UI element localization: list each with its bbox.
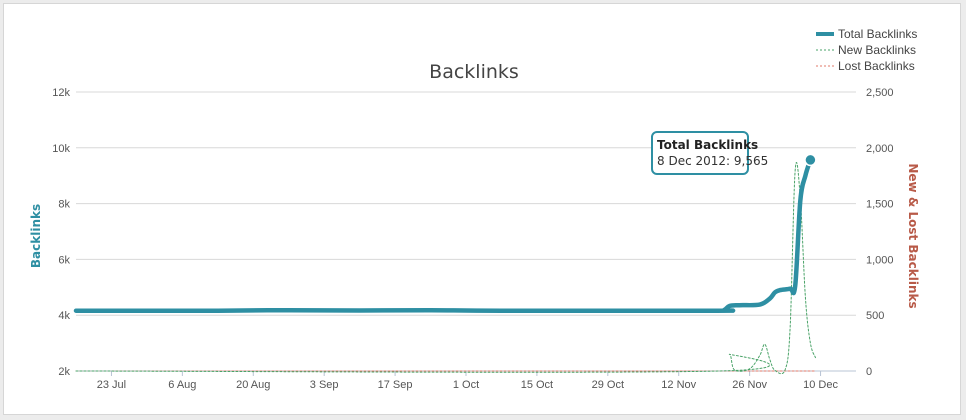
backlinks-chart: 2k 4k 6k 8k 10k 12k 0 500 1,000 1,500 2,000 2,500 23… bbox=[29, 27, 920, 391]
axis-ticks: 2k 4k 6k 8k 10k 12k 0 500 1,000 1,500 2,000 2,500 23… bbox=[52, 87, 893, 391]
tooltip-date: 8 Dec 2012 bbox=[657, 154, 726, 168]
y-tick-label-left: 6k bbox=[58, 254, 70, 266]
legend-item-new-backlinks[interactable]: New Backlinks bbox=[816, 43, 916, 57]
x-tick-label: 23 Jul bbox=[97, 379, 126, 391]
y-axis-title-left: Backlinks bbox=[29, 204, 43, 268]
legend-label-lost: Lost Backlinks bbox=[838, 59, 915, 73]
tooltip-box bbox=[651, 131, 749, 175]
y-tick-label-right: 2,500 bbox=[866, 87, 894, 99]
legend-item-lost-backlinks[interactable]: Lost Backlinks bbox=[816, 59, 915, 73]
y-axis-title-right: New & Lost Backlinks bbox=[906, 163, 920, 308]
legend-label-total: Total Backlinks bbox=[838, 27, 917, 41]
x-tick-label: 3 Sep bbox=[310, 379, 339, 391]
x-tick-label: 26 Nov bbox=[732, 379, 767, 391]
series-line-total-backlinks[interactable] bbox=[73, 157, 813, 314]
x-tick-label: 6 Aug bbox=[168, 379, 196, 391]
hover-marker[interactable] bbox=[804, 153, 817, 167]
y-tick-label-left: 8k bbox=[58, 199, 70, 211]
y-tick-label-right: 0 bbox=[866, 366, 872, 378]
legend[interactable]: Total Backlinks New Backlinks Lost Backl… bbox=[816, 27, 917, 73]
tooltip-separator: : bbox=[726, 154, 734, 168]
y-tick-label-right: 1,500 bbox=[866, 199, 894, 211]
legend-item-total-backlinks[interactable]: Total Backlinks bbox=[816, 27, 917, 41]
tooltip: Total Backlinks 8 Dec 2012: 9,565 bbox=[651, 131, 768, 175]
tooltip-value-line: 8 Dec 2012: 9,565 bbox=[657, 154, 768, 168]
chart-title: Backlinks bbox=[429, 61, 519, 83]
y-tick-label-right: 500 bbox=[866, 310, 884, 322]
tooltip-series: Total Backlinks bbox=[657, 138, 758, 152]
series-lines bbox=[73, 153, 817, 375]
x-tick-label: 10 Dec bbox=[803, 379, 838, 391]
chart-container: 2k 4k 6k 8k 10k 12k 0 500 1,000 1,500 2,000 2,500 23… bbox=[3, 3, 961, 415]
y-tick-label-right: 1,000 bbox=[866, 254, 894, 266]
x-tick-label: 17 Sep bbox=[378, 379, 413, 391]
x-tick-label: 29 Oct bbox=[592, 379, 624, 391]
x-tick-label: 20 Aug bbox=[236, 379, 270, 391]
tooltip-value: 9,565 bbox=[734, 154, 768, 168]
y-tick-label-left: 2k bbox=[58, 366, 70, 378]
y-tick-label-left: 10k bbox=[52, 143, 70, 155]
y-tick-label-right: 2,000 bbox=[866, 143, 894, 155]
y-tick-label-left: 12k bbox=[52, 87, 70, 99]
x-tick-label: 1 Oct bbox=[453, 379, 479, 391]
series-line-new-backlinks[interactable] bbox=[75, 162, 816, 375]
y-tick-label-left: 4k bbox=[58, 310, 70, 322]
legend-label-new: New Backlinks bbox=[838, 43, 916, 57]
x-tick-label: 12 Nov bbox=[661, 379, 696, 391]
x-tick-label: 15 Oct bbox=[521, 379, 553, 391]
